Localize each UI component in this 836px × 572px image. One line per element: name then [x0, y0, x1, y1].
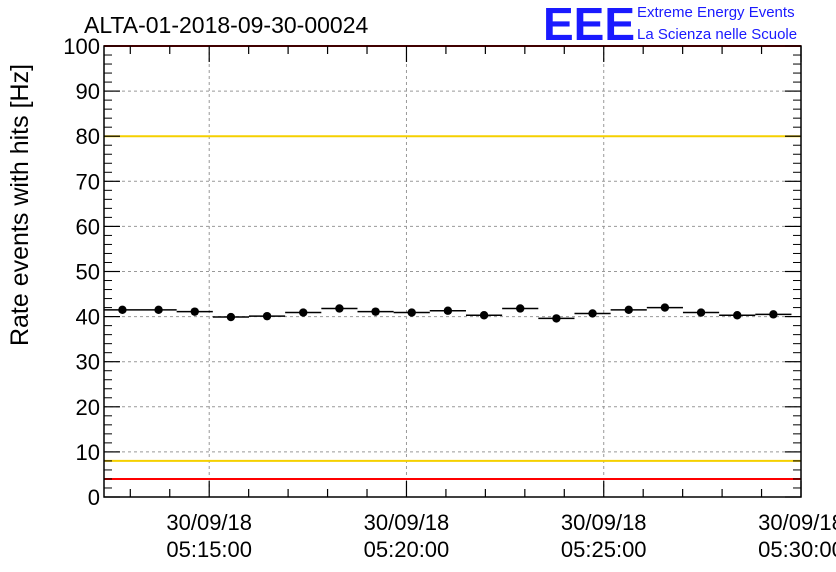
y-axis-label: Rate events with hits [Hz] [6, 64, 34, 346]
data-point [696, 308, 706, 317]
y-tick-labels: 0 10 20 30 40 50 60 70 80 90 100 [63, 34, 100, 510]
y-tick-label: 90 [76, 79, 100, 104]
eee-logo-line1: Extreme Energy Events [637, 4, 795, 21]
y-tick-label: 0 [88, 485, 100, 510]
x-tick-labels: 30/09/1805:15:0030/09/1805:20:0030/09/18… [166, 510, 836, 562]
data-point [624, 305, 633, 315]
data-point [299, 308, 308, 317]
data-point [588, 309, 597, 318]
data-point [733, 311, 742, 320]
y-tick-label: 30 [76, 350, 100, 375]
data-point [443, 306, 453, 315]
eee-logo-mark: EEE [543, 0, 635, 50]
y-tick-label: 100 [63, 34, 100, 59]
data-point [407, 308, 416, 317]
data-point [479, 311, 489, 320]
data-point [335, 304, 344, 313]
y-tick-label: 80 [76, 124, 100, 149]
eee-logo-line2: La Scienza nelle Scuole [637, 26, 797, 43]
data-point [516, 304, 525, 313]
x-tick-label-time: 05:15:00 [166, 537, 252, 562]
y-tick-label: 50 [76, 260, 100, 285]
eee-logo: EEE Extreme Energy Events La Scienza nel… [543, 0, 797, 50]
y-tick-label: 60 [76, 214, 100, 239]
x-tick-label-date: 30/09/18 [364, 510, 450, 535]
x-tick-label-date: 30/09/18 [561, 510, 647, 535]
y-tick-label: 10 [76, 440, 100, 465]
x-tick-label-date: 30/09/18 [166, 510, 252, 535]
data-point [154, 305, 163, 315]
y-tick-label: 20 [76, 395, 100, 420]
x-tick-label-time: 05:20:00 [364, 537, 450, 562]
y-tick-label: 70 [76, 169, 100, 194]
chart-title: ALTA-01-2018-09-30-00024 [84, 12, 368, 38]
data-point [552, 314, 561, 323]
data-point [769, 310, 778, 319]
data-point [262, 311, 272, 321]
grid [104, 46, 801, 497]
data-point [226, 312, 236, 322]
data-point [371, 307, 380, 316]
reference-lines [104, 45, 801, 480]
data-point [190, 307, 199, 316]
x-tick-label-time: 05:25:00 [561, 537, 647, 562]
data-points [104, 303, 792, 323]
x-tick-label-date: 30/09/18 [758, 510, 836, 535]
y-tick-label: 40 [76, 305, 100, 330]
data-point [118, 305, 127, 315]
data-point [660, 303, 670, 312]
x-tick-label-time: 05:30:00 [758, 537, 836, 562]
axis-ticks [104, 45, 802, 498]
